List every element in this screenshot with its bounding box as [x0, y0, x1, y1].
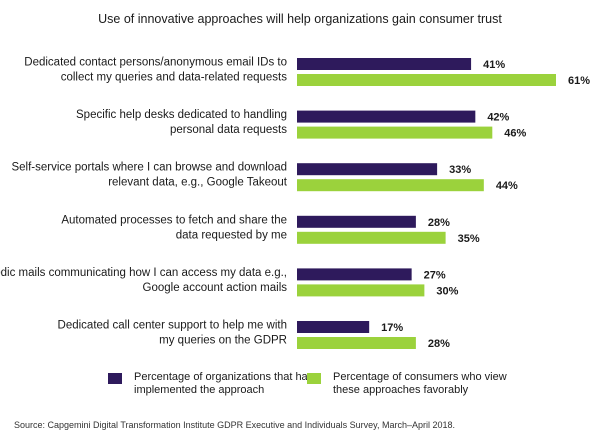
category-label: relevant data, e.g., Google Takeout [108, 177, 288, 189]
bar-organizations [297, 58, 472, 70]
bar-consumers [297, 284, 425, 297]
source-note: Source: Capgemini Digital Transformation… [14, 420, 456, 430]
category-label: Self-service portals where I can browse … [11, 162, 287, 174]
data-label: 61% [568, 75, 590, 87]
data-label: 41% [483, 59, 505, 71]
category-label: Dedicated call center support to help me… [58, 320, 287, 332]
data-label: 44% [496, 180, 518, 192]
bar-organizations [297, 110, 476, 123]
bar-consumers [297, 179, 484, 192]
bar-organizations [297, 163, 438, 176]
category-label: Automated processes to fetch and share t… [61, 214, 287, 226]
data-label: 35% [458, 233, 480, 245]
bar-consumers [297, 231, 446, 244]
category-label: my queries on the GDPR [159, 335, 287, 347]
data-label: 46% [504, 128, 526, 140]
data-label: 33% [449, 164, 471, 176]
category-label: collect my queries and data-related requ… [61, 72, 288, 84]
bar-organizations [297, 215, 416, 228]
category-label: Specific help desks dedicated to handlin… [76, 109, 287, 121]
chart-title: Use of innovative approaches will help o… [98, 12, 502, 26]
category-label: personal data requests [170, 124, 287, 136]
category-label: Google account action mails [143, 282, 288, 294]
category-label: Dedicated contact persons/anonymous emai… [24, 57, 287, 69]
category-label: Periodic mails communicating how I can a… [0, 267, 287, 279]
bar-consumers [297, 337, 416, 349]
bar-organizations [297, 268, 412, 281]
bar-consumers [297, 126, 493, 139]
bar-consumers [297, 74, 556, 86]
category-label: data requested by me [176, 229, 287, 241]
data-label: 28% [428, 338, 450, 350]
data-label: 27% [424, 269, 446, 281]
data-label: 17% [381, 322, 403, 334]
data-label: 28% [428, 217, 450, 229]
bar-organizations [297, 321, 370, 333]
data-label: 30% [436, 285, 458, 297]
data-label: 42% [487, 112, 509, 124]
